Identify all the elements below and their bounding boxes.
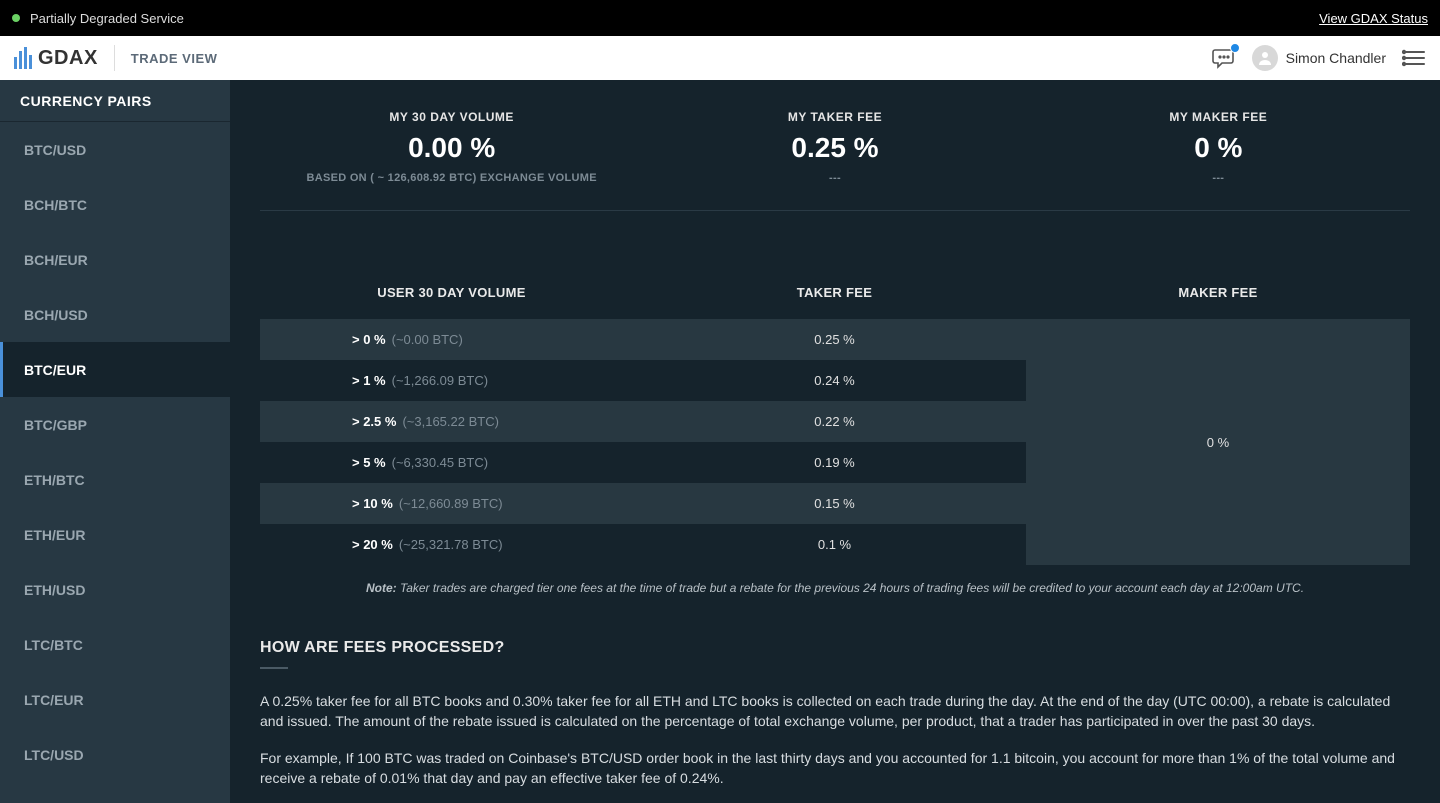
logo-text: GDAX [38,47,98,70]
trade-view-link[interactable]: TRADE VIEW [131,51,218,66]
col-header-taker: TAKER FEE [643,285,1026,300]
view-status-link[interactable]: View GDAX Status [1319,11,1428,26]
maker-fee-cell: 0 % [1026,319,1410,565]
notification-badge [1230,43,1240,53]
how-paragraph: For example, If 100 BTC was traded on Co… [260,748,1410,789]
sidebar-pair[interactable]: ETH/USD [0,562,230,617]
logo-icon [14,47,32,69]
taker-fee: 0.22 % [643,414,1026,429]
fee-note: Note: Taker trades are charged tier one … [260,581,1410,595]
fee-row: > 0 % (~0.00 BTC) 0.25 % [260,319,1026,360]
stat-sub: --- [643,172,1026,184]
how-fees-title: HOW ARE FEES PROCESSED? [260,639,1410,657]
fee-row: > 5 % (~6,330.45 BTC) 0.19 % [260,442,1026,483]
user-menu[interactable]: Simon Chandler [1252,45,1386,71]
vol-pct: > 10 % [352,496,393,511]
title-underline [260,667,288,669]
sidebar: CURRENCY PAIRS BTC/USDBCH/BTCBCH/EURBCH/… [0,80,230,803]
stat-value: 0.00 % [260,132,643,164]
notifications-button[interactable] [1212,47,1236,69]
fee-row: > 20 % (~25,321.78 BTC) 0.1 % [260,524,1026,565]
fee-row: > 10 % (~12,660.89 BTC) 0.15 % [260,483,1026,524]
menu-icon [1402,49,1426,67]
stat-label: MY MAKER FEE [1027,110,1410,124]
taker-fee: 0.25 % [643,332,1026,347]
vol-btc: (~1,266.09 BTC) [392,373,488,388]
fee-row: > 1 % (~1,266.09 BTC) 0.24 % [260,360,1026,401]
stat-volume: MY 30 DAY VOLUME 0.00 % BASED ON ( ~ 126… [260,110,643,184]
fee-table-header: USER 30 DAY VOLUME TAKER FEE MAKER FEE [260,265,1410,319]
stat-sub: BASED ON ( ~ 126,608.92 BTC) EXCHANGE VO… [260,172,643,184]
vol-pct: > 5 % [352,455,386,470]
sidebar-pair[interactable]: LTC/BTC [0,617,230,672]
avatar [1252,45,1278,71]
stat-sub: --- [1027,172,1410,184]
vol-btc: (~25,321.78 BTC) [399,537,503,552]
divider [114,45,115,71]
col-header-volume: USER 30 DAY VOLUME [260,285,643,300]
stat-value: 0 % [1027,132,1410,164]
sidebar-pair[interactable]: ETH/EUR [0,507,230,562]
stat-label: MY 30 DAY VOLUME [260,110,643,124]
sidebar-pair[interactable]: BCH/USD [0,287,230,342]
taker-fee: 0.24 % [643,373,1026,388]
status-indicator-dot [12,14,20,22]
taker-fee: 0.1 % [643,537,1026,552]
status-bar: Partially Degraded Service View GDAX Sta… [0,0,1440,36]
how-paragraph: A 0.25% taker fee for all BTC books and … [260,691,1410,732]
stat-value: 0.25 % [643,132,1026,164]
menu-button[interactable] [1402,49,1426,67]
vol-btc: (~12,660.89 BTC) [399,496,503,511]
stat-maker: MY MAKER FEE 0 % --- [1027,110,1410,184]
stat-taker: MY TAKER FEE 0.25 % --- [643,110,1026,184]
status-text: Partially Degraded Service [30,11,184,26]
sidebar-pair[interactable]: BTC/USD [0,122,230,177]
sidebar-title: CURRENCY PAIRS [0,80,230,122]
logo[interactable]: GDAX [14,47,98,70]
sidebar-pair[interactable]: LTC/USD [0,727,230,782]
vol-btc: (~6,330.45 BTC) [392,455,488,470]
vol-pct: > 1 % [352,373,386,388]
fee-table: USER 30 DAY VOLUME TAKER FEE MAKER FEE >… [260,265,1410,565]
fee-row: > 2.5 % (~3,165.22 BTC) 0.22 % [260,401,1026,442]
vol-btc: (~3,165.22 BTC) [402,414,498,429]
vol-pct: > 0 % [352,332,386,347]
sidebar-pair[interactable]: BTC/EUR [0,342,230,397]
note-text: Taker trades are charged tier one fees a… [397,581,1304,595]
vol-btc: (~0.00 BTC) [392,332,463,347]
user-name: Simon Chandler [1286,50,1386,66]
note-label: Note: [366,581,397,595]
content: MY 30 DAY VOLUME 0.00 % BASED ON ( ~ 126… [230,80,1440,803]
sidebar-pair[interactable]: BCH/BTC [0,177,230,232]
user-icon [1257,50,1273,66]
sidebar-pair[interactable]: ETH/BTC [0,452,230,507]
top-bar: GDAX TRADE VIEW Simon Chandler [0,36,1440,80]
sidebar-pair[interactable]: LTC/EUR [0,672,230,727]
vol-pct: > 20 % [352,537,393,552]
taker-fee: 0.15 % [643,496,1026,511]
sidebar-pair[interactable]: BTC/GBP [0,397,230,452]
stats-row: MY 30 DAY VOLUME 0.00 % BASED ON ( ~ 126… [260,80,1410,211]
vol-pct: > 2.5 % [352,414,396,429]
col-header-maker: MAKER FEE [1026,285,1410,300]
taker-fee: 0.19 % [643,455,1026,470]
sidebar-pair[interactable]: BCH/EUR [0,232,230,287]
stat-label: MY TAKER FEE [643,110,1026,124]
